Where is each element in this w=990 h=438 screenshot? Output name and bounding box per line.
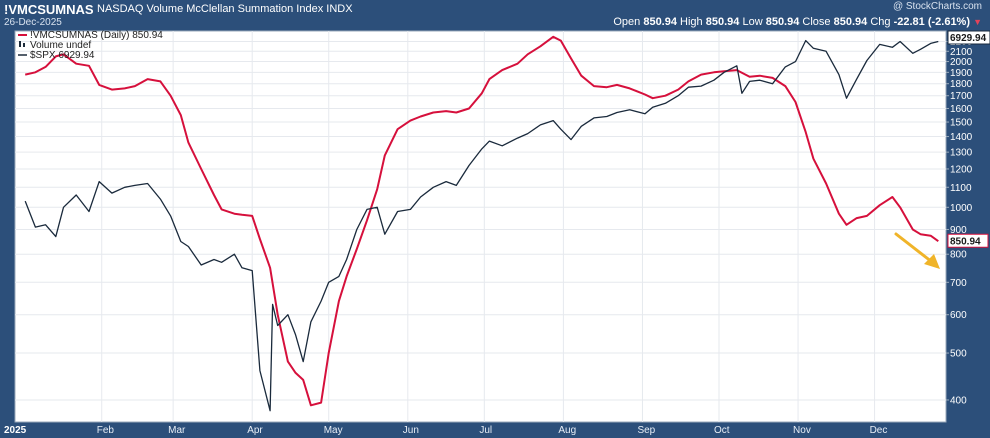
close-label: Close: [802, 16, 831, 28]
y-tick-label: 700: [950, 278, 967, 289]
y-tick-label: 1700: [950, 91, 973, 102]
vmc-line: [24, 35, 939, 407]
legend-swatch: [19, 41, 21, 47]
x-tick-label: Apr: [247, 425, 263, 436]
ohlc-readout: Open 850.94 High 850.94 Low 850.94 Close…: [613, 16, 982, 28]
x-tick-label: Mar: [168, 425, 186, 436]
open-value: 850.94: [643, 16, 677, 28]
copyright: @ StockCharts.com: [892, 1, 982, 12]
x-tick-label: Nov: [793, 425, 811, 436]
y-tick-label: 500: [950, 349, 967, 360]
x-tick-label: Jun: [403, 425, 419, 436]
arrow-shaft: [894, 232, 934, 264]
spx-line: [24, 39, 939, 412]
legend-label: $SPX 6929.94: [30, 50, 95, 61]
down-arrow-annotation: [894, 232, 940, 269]
legend-label: Volume undef: [30, 40, 91, 51]
x-tick-label: Aug: [558, 425, 576, 436]
x-tick-label: Oct: [714, 425, 730, 436]
close-value: 850.94: [833, 16, 868, 28]
y-tick-label: 1300: [950, 148, 973, 159]
plot-area: [14, 30, 947, 423]
chg-value: -22.81 (-2.61%): [893, 16, 971, 28]
y-tick-label: 1200: [950, 164, 973, 175]
arrow-head: [924, 254, 940, 269]
x-tick-label: Jul: [479, 425, 492, 436]
chart-symbol: !VMCSUMNAS: [4, 2, 94, 17]
low-label: Low: [742, 16, 763, 28]
y-tick-label: 800: [950, 250, 967, 261]
legend-swatch: [23, 43, 25, 47]
y-tick-label: 1000: [950, 203, 973, 214]
spx-last-value-box: [947, 30, 990, 45]
x-tick-label: Dec: [870, 425, 888, 436]
y-tick-label: 1600: [950, 104, 973, 115]
open-label: Open: [613, 16, 641, 28]
y-tick-label: 1400: [950, 132, 973, 143]
x-tick-label: May: [324, 425, 343, 436]
high-value: 850.94: [705, 16, 740, 28]
y-tick-label: 400: [950, 395, 967, 406]
y-tick-label: 1500: [950, 118, 973, 129]
down-triangle-icon: ▼: [973, 17, 982, 27]
y-tick-label: 900: [950, 225, 967, 236]
vmc-last-value-label: 850.94: [950, 237, 981, 248]
vmc-last-value-box: [947, 233, 989, 248]
x-year-label: 2025: [4, 425, 27, 436]
y-tick-label: 1800: [950, 79, 973, 90]
legend-label: !VMCSUMNAS (Daily) 850.94: [30, 30, 163, 41]
y-tick-label: 1900: [950, 68, 973, 79]
x-tick-label: Feb: [97, 425, 115, 436]
chart-subtitle: NASDAQ Volume McClellan Summation Index …: [97, 3, 353, 15]
high-label: High: [680, 16, 703, 28]
low-value: 850.94: [765, 16, 800, 28]
y-tick-label: 2000: [950, 57, 973, 68]
y-tick-label: 1100: [950, 183, 972, 194]
y-tick-label: 2100: [950, 47, 973, 58]
chg-label: Chg: [870, 16, 891, 28]
x-tick-label: Sep: [637, 425, 655, 436]
chart-date: 26-Dec-2025: [4, 17, 62, 28]
y-tick-label: 600: [950, 310, 967, 321]
spx-last-value-label: 6929.94: [950, 33, 987, 44]
